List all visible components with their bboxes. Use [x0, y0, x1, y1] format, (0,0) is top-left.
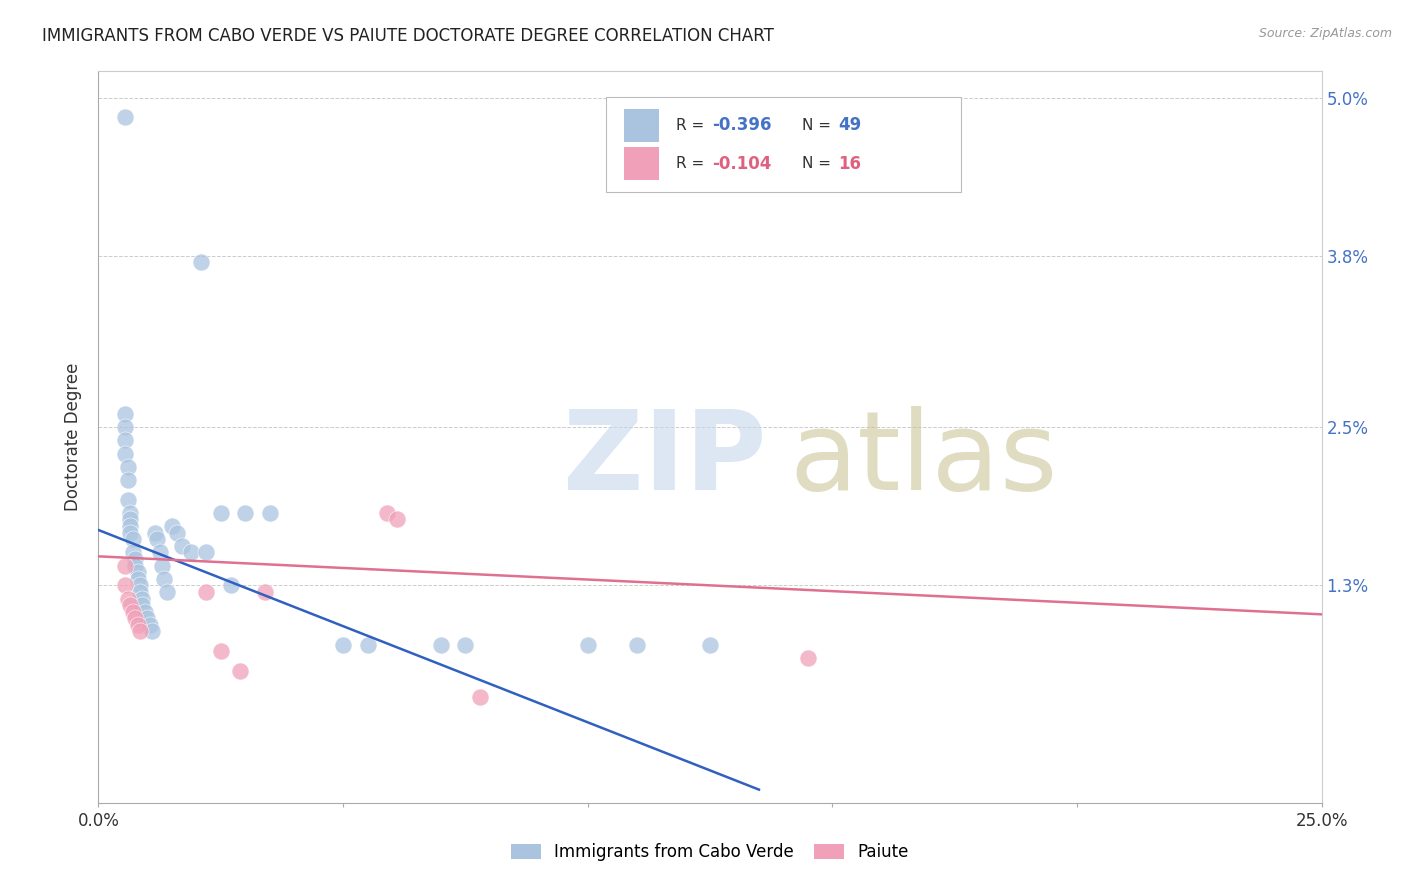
Point	[166, 525, 188, 540]
Point	[209, 644, 232, 658]
Text: R =: R =	[676, 156, 709, 171]
Point	[127, 618, 149, 632]
Point	[124, 558, 146, 573]
Point	[129, 624, 152, 639]
Text: 16: 16	[838, 155, 862, 173]
Point	[375, 506, 398, 520]
Text: -0.396: -0.396	[713, 116, 772, 134]
Point	[134, 605, 156, 619]
Point	[259, 506, 281, 520]
Point	[114, 446, 136, 460]
Point	[114, 420, 136, 434]
Point	[160, 519, 183, 533]
Point	[120, 519, 142, 533]
Point	[124, 552, 146, 566]
Point	[626, 638, 648, 652]
Point	[385, 512, 408, 526]
Point	[195, 585, 218, 599]
Point	[127, 572, 149, 586]
Legend: Immigrants from Cabo Verde, Paiute: Immigrants from Cabo Verde, Paiute	[505, 837, 915, 868]
Bar	[624, 147, 658, 180]
Text: -0.104: -0.104	[713, 155, 772, 173]
Point	[229, 664, 252, 678]
Point	[136, 611, 159, 625]
Point	[120, 506, 142, 520]
Point	[121, 605, 143, 619]
Point	[141, 624, 163, 639]
Point	[797, 650, 820, 665]
Point	[180, 545, 202, 559]
Point	[117, 473, 139, 487]
FancyBboxPatch shape	[606, 97, 960, 192]
Point	[195, 545, 218, 559]
Point	[127, 565, 149, 579]
Point	[131, 598, 153, 612]
Text: IMMIGRANTS FROM CABO VERDE VS PAIUTE DOCTORATE DEGREE CORRELATION CHART: IMMIGRANTS FROM CABO VERDE VS PAIUTE DOC…	[42, 27, 775, 45]
Point	[114, 434, 136, 448]
Bar	[624, 109, 658, 142]
Point	[114, 558, 136, 573]
Point	[150, 558, 173, 573]
Text: N =: N =	[801, 156, 835, 171]
Point	[209, 506, 232, 520]
Point	[121, 545, 143, 559]
Point	[121, 533, 143, 547]
Point	[576, 638, 599, 652]
Point	[114, 111, 136, 125]
Point	[117, 591, 139, 606]
Point	[129, 585, 152, 599]
Point	[114, 407, 136, 421]
Point	[149, 545, 172, 559]
Text: 49: 49	[838, 116, 862, 134]
Point	[156, 585, 179, 599]
Point	[699, 638, 721, 652]
Point	[120, 512, 142, 526]
Point	[114, 578, 136, 592]
Point	[219, 578, 242, 592]
Point	[146, 533, 169, 547]
Point	[139, 618, 162, 632]
Point	[332, 638, 354, 652]
Point	[430, 638, 453, 652]
Text: ZIP: ZIP	[564, 406, 766, 513]
Y-axis label: Doctorate Degree: Doctorate Degree	[65, 363, 83, 511]
Text: R =: R =	[676, 118, 709, 133]
Point	[120, 598, 142, 612]
Point	[117, 459, 139, 474]
Point	[153, 572, 176, 586]
Text: Source: ZipAtlas.com: Source: ZipAtlas.com	[1258, 27, 1392, 40]
Point	[233, 506, 256, 520]
Point	[131, 591, 153, 606]
Text: atlas: atlas	[790, 406, 1059, 513]
Point	[143, 525, 166, 540]
Point	[356, 638, 378, 652]
Point	[117, 492, 139, 507]
Text: N =: N =	[801, 118, 835, 133]
Point	[468, 690, 491, 705]
Point	[170, 539, 193, 553]
Point	[454, 638, 477, 652]
Point	[190, 255, 212, 269]
Point	[124, 611, 146, 625]
Point	[253, 585, 276, 599]
Point	[129, 578, 152, 592]
Point	[120, 525, 142, 540]
